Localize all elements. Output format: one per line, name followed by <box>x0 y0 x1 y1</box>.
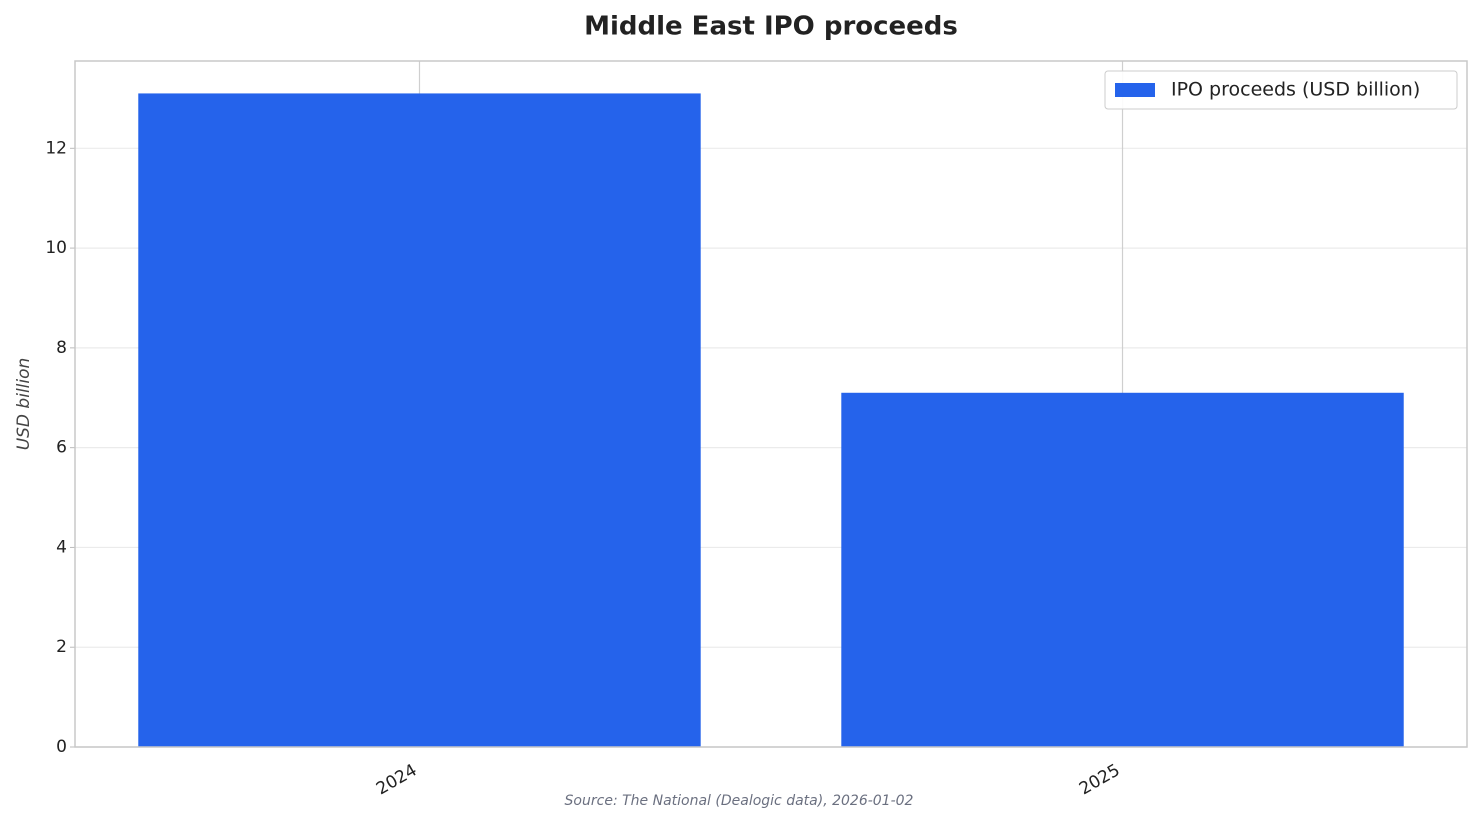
source-note: Source: The National (Dealogic data), 20… <box>565 793 914 809</box>
plot-area: 0 2 4 6 8 10 12 2024 2025 IPO proceeds (USD billi… <box>45 60 1468 799</box>
legend-label: IPO proceeds (USD billion) <box>1171 79 1420 101</box>
bar <box>841 392 1404 747</box>
y-tick-label: 8 <box>56 338 67 358</box>
legend-swatch <box>1115 83 1155 97</box>
y-tick-label: 4 <box>56 537 67 557</box>
y-tick-label: 10 <box>45 238 67 258</box>
y-tick-label: 6 <box>56 438 67 458</box>
y-tick-label: 0 <box>56 737 67 757</box>
bar <box>138 93 701 748</box>
y-tick-label: 2 <box>56 637 67 657</box>
y-axis-label: USD billion <box>14 358 34 451</box>
axes-frame <box>74 60 1468 748</box>
y-tick-label: 12 <box>45 138 67 158</box>
x-tick-label: 2025 <box>1076 760 1123 799</box>
chart-title: Middle East IPO proceeds <box>584 12 958 42</box>
legend-box <box>1104 70 1458 110</box>
x-tick-label: 2024 <box>373 760 420 799</box>
legend: IPO proceeds (USD billion) <box>1104 70 1458 110</box>
